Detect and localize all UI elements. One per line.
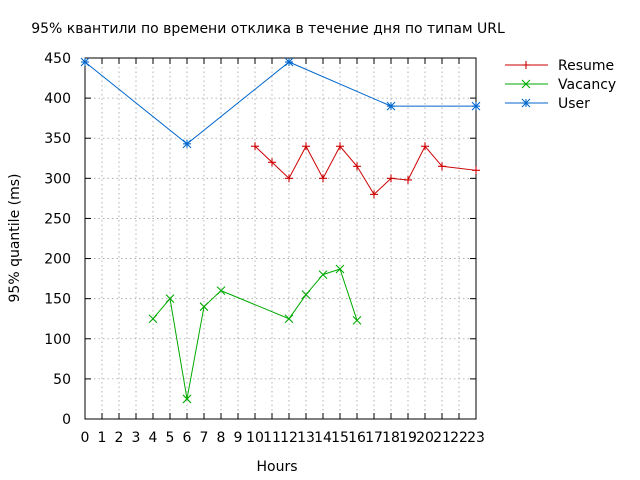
series-user-line [84,61,476,145]
x-tick-label: 6 [183,430,192,446]
series-vacancy [148,264,362,404]
y-tick-label: 150 [44,292,71,308]
series-resume-point [336,142,344,151]
x-tick-label: 19 [399,430,417,446]
series-vacancy-point [148,314,158,324]
series-resume-point [319,174,327,183]
plot-border [84,57,477,420]
x-tick-label: 13 [297,430,315,446]
x-tick-label: 5 [166,430,175,446]
x-tick-label: 9 [234,430,243,446]
series-resume-point [387,174,395,183]
x-tick-label: 1 [98,430,107,446]
series-vacancy-point [165,294,175,304]
x-tick-label: 23 [467,430,485,446]
y-tick-label: 450 [44,51,71,67]
x-tick-label: 0 [81,430,90,446]
legend-marker-user [521,98,531,108]
legend: Resume Vacancy User [505,58,616,112]
series-resume-point [438,162,446,171]
series-resume-line [254,145,477,196]
series-resume-point [353,162,361,171]
x-tick-label: 3 [132,430,141,446]
legend-entry-vacancy: Vacancy [505,77,616,93]
x-tick-label: 14 [314,430,332,446]
grid [85,58,476,419]
x-tick-label: 18 [382,430,400,446]
series-vacancy-point [284,314,294,324]
x-axis-title: Hours [256,459,297,475]
series-resume-point [404,175,412,184]
series-resume-point [285,174,293,183]
x-tick-label: 12 [280,430,298,446]
x-tick-label: 11 [263,430,281,446]
y-tick-label: 400 [44,91,71,107]
series-resume-point [251,142,259,151]
legend-label-resume: Resume [558,58,614,74]
series-vacancy-point [199,302,209,312]
series-resume [251,142,480,199]
x-tick-label: 20 [416,430,434,446]
y-axis-title: 95% quantile (ms) [7,174,23,303]
x-tick-label: 16 [348,430,366,446]
x-tick-label: 15 [331,430,349,446]
legend-label-user: User [558,96,590,112]
y-tick-label: 200 [44,252,71,268]
legend-entry-resume: Resume [505,58,614,74]
series-vacancy-point [335,264,345,274]
y-tick-label: 250 [44,211,71,227]
legend-entry-user: User [505,96,590,112]
series-resume-point [302,142,310,151]
series-vacancy-point [318,270,328,279]
legend-marker-vacancy [521,79,531,89]
series-user-point [386,101,396,111]
series-user-point [182,139,192,149]
series-layer [80,57,481,404]
x-tick-label: 7 [200,430,209,446]
axes: 0 1 2 3 4 5 6 7 8 9 10 11 12 13 14 15 16 17 18 19 20 21 22 2305… [44,51,485,446]
y-tick-label: 0 [62,412,71,428]
x-tick-label: 22 [450,430,468,446]
x-tick-label: 2 [115,430,124,446]
series-user-point [80,57,90,67]
series-user-point [284,57,294,67]
series-vacancy-line [152,268,358,400]
series-resume-point [268,158,276,167]
y-tick-label: 50 [53,372,71,388]
legend-marker-resume [522,61,530,69]
series-resume-point [472,166,480,175]
x-tick-label: 4 [149,430,158,446]
x-tick-label: 17 [365,430,383,446]
x-tick-label: 10 [246,430,264,446]
series-resume-point [370,190,378,199]
series-vacancy-point [301,290,311,300]
y-tick-label: 300 [44,171,71,187]
y-tick-label: 350 [44,131,71,147]
series-vacancy-point [182,394,192,404]
series-resume-point [421,142,429,151]
series-user-point [471,101,481,111]
x-tick-label: 21 [433,430,451,446]
series-vacancy-point [352,315,362,325]
legend-label-vacancy: Vacancy [558,77,616,93]
chart-title: 95% квантили по времени отклика в течени… [31,21,505,37]
y-tick-label: 100 [44,332,71,348]
series-user [80,57,481,149]
x-tick-label: 8 [217,430,226,446]
series-vacancy-point [216,286,226,296]
